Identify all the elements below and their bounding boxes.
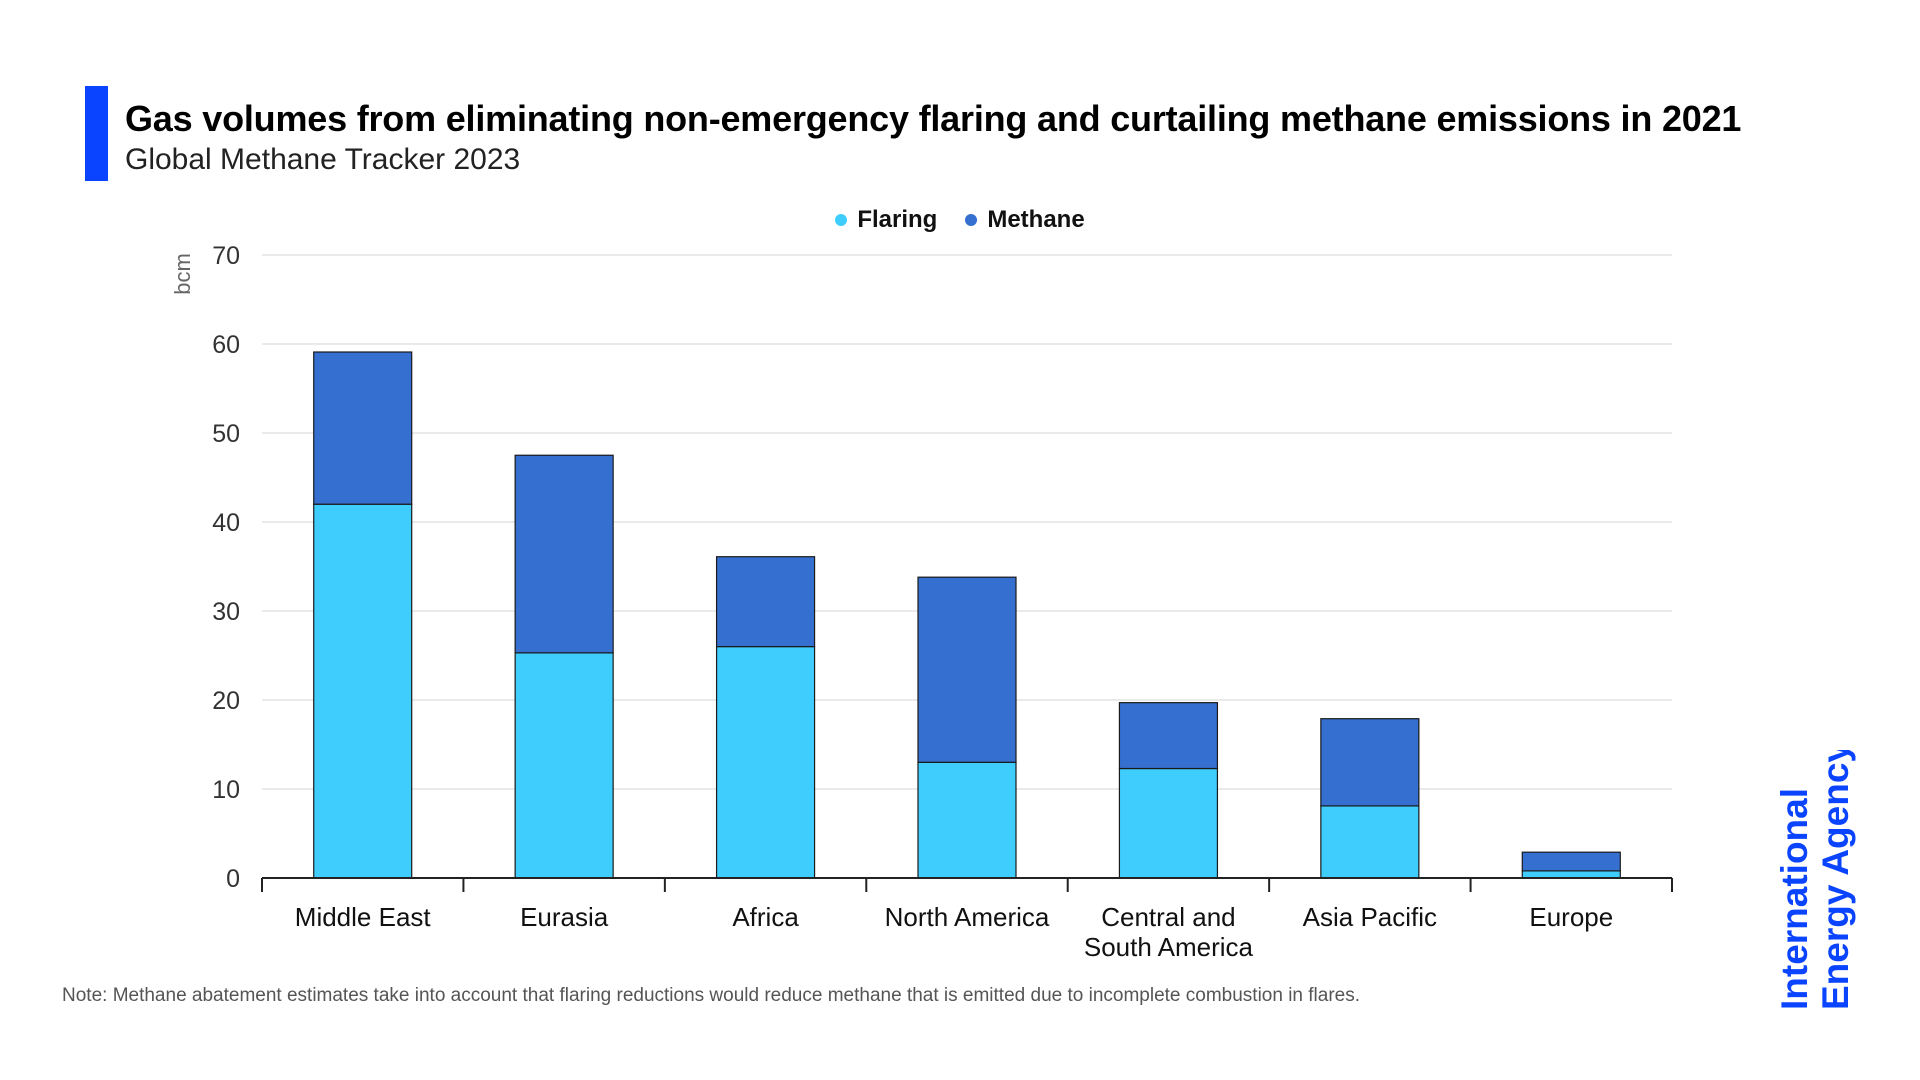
x-tick-label: Eurasia xyxy=(520,902,609,932)
title-accent-bar xyxy=(85,86,108,181)
bar-flaring xyxy=(917,761,1017,879)
y-tick-label: 10 xyxy=(212,776,240,804)
bar-methane xyxy=(1118,702,1219,770)
bar-methane xyxy=(514,454,614,654)
bar-flaring xyxy=(514,652,614,879)
legend: Flaring Methane xyxy=(0,206,1920,234)
logo-line-2: Energy Agency xyxy=(1815,750,1856,1010)
chart-title: Gas volumes from eliminating non-emergen… xyxy=(125,98,1742,139)
flaring-dot-icon xyxy=(835,214,848,226)
y-tick-label: 20 xyxy=(212,687,240,715)
legend-label-methane: Methane xyxy=(987,206,1085,233)
y-axis-label: bcm xyxy=(170,253,195,295)
legend-label-flaring: Flaring xyxy=(857,206,938,233)
y-tick-label: 50 xyxy=(212,420,240,448)
legend-item-flaring[interactable]: Flaring xyxy=(835,206,937,234)
methane-dot-icon xyxy=(965,214,978,226)
x-tick-label: North America xyxy=(885,902,1050,932)
x-tick-label: Middle East xyxy=(295,902,432,932)
bar-flaring xyxy=(1118,767,1219,879)
bar-methane xyxy=(313,351,413,505)
x-tick-label: Europe xyxy=(1529,902,1613,932)
y-tick-label: 60 xyxy=(212,331,240,359)
y-tick-label: 0 xyxy=(226,865,240,893)
bar-methane xyxy=(917,576,1017,763)
x-tick-label: Central and xyxy=(1101,902,1235,932)
iea-logo: International Energy Agency xyxy=(1774,750,1856,1010)
legend-item-methane[interactable]: Methane xyxy=(965,206,1085,234)
bar-flaring xyxy=(715,645,816,879)
chart-note: Note: Methane abatement estimates take i… xyxy=(62,985,1361,1006)
bar-flaring xyxy=(313,503,413,879)
y-tick-label: 30 xyxy=(212,598,240,626)
y-tick-label: 40 xyxy=(212,509,240,537)
x-tick-label: Asia Pacific xyxy=(1303,902,1437,932)
bar-methane xyxy=(1521,851,1621,872)
chart-subtitle: Global Methane Tracker 2023 xyxy=(125,143,521,176)
x-tick-label: Africa xyxy=(732,902,799,932)
bar-methane xyxy=(1320,718,1420,807)
x-tick-label: South America xyxy=(1084,932,1254,962)
bar-methane xyxy=(715,556,816,648)
bar-flaring xyxy=(1320,805,1420,879)
logo-line-1: International xyxy=(1774,788,1815,1010)
bar-flaring xyxy=(1521,870,1621,879)
y-tick-label: 70 xyxy=(212,242,240,270)
